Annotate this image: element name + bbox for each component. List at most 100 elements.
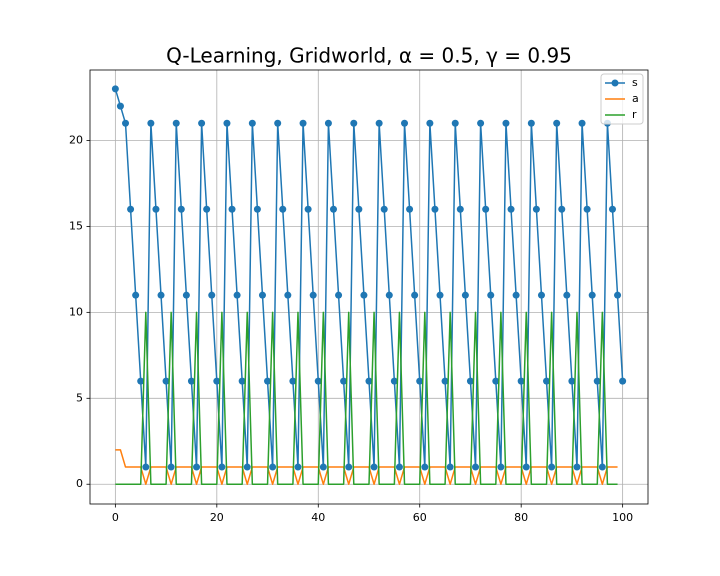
- data-point: [111, 85, 119, 93]
- data-point: [284, 291, 292, 299]
- data-point: [304, 205, 312, 213]
- data-point: [466, 377, 474, 385]
- data-point: [395, 463, 403, 471]
- data-point: [558, 205, 566, 213]
- data-point: [548, 463, 556, 471]
- data-point: [578, 119, 586, 127]
- data-point: [416, 377, 424, 385]
- data-point: [568, 377, 576, 385]
- data-point: [573, 463, 581, 471]
- data-point: [238, 377, 246, 385]
- y-tick-label: 5: [76, 391, 83, 404]
- data-point: [319, 463, 327, 471]
- data-point: [411, 291, 419, 299]
- data-point: [370, 463, 378, 471]
- y-tick-label: 20: [69, 133, 83, 146]
- data-point: [243, 463, 251, 471]
- data-point: [390, 377, 398, 385]
- data-point: [233, 291, 241, 299]
- y-tick-label: 10: [69, 305, 83, 318]
- data-point: [218, 463, 226, 471]
- data-point: [421, 463, 429, 471]
- data-point: [461, 291, 469, 299]
- data-point: [258, 291, 266, 299]
- data-point: [375, 119, 383, 127]
- data-point: [127, 205, 135, 213]
- series-line: [115, 311, 618, 485]
- data-point: [619, 377, 627, 385]
- x-tick-label: 60: [413, 511, 427, 524]
- data-point: [532, 205, 540, 213]
- data-point: [522, 463, 530, 471]
- data-point: [436, 291, 444, 299]
- data-point: [193, 463, 201, 471]
- legend-label: a: [632, 92, 639, 105]
- data-point: [309, 291, 317, 299]
- data-point: [248, 119, 256, 127]
- data-point: [187, 377, 195, 385]
- data-point: [527, 119, 535, 127]
- data-point: [172, 119, 180, 127]
- data-point: [264, 377, 272, 385]
- data-point: [314, 377, 322, 385]
- data-point: [223, 119, 231, 127]
- data-point: [279, 205, 287, 213]
- data-point: [294, 463, 302, 471]
- data-point: [512, 291, 520, 299]
- data-point: [492, 377, 500, 385]
- data-point: [269, 463, 277, 471]
- data-point: [608, 205, 616, 213]
- data-point: [329, 205, 337, 213]
- data-point: [152, 205, 160, 213]
- data-point: [553, 119, 561, 127]
- data-point: [289, 377, 297, 385]
- data-point: [137, 377, 145, 385]
- legend-label: r: [632, 108, 637, 121]
- data-point: [203, 205, 211, 213]
- data-point: [426, 119, 434, 127]
- data-point: [182, 291, 190, 299]
- data-point: [324, 119, 332, 127]
- data-point: [472, 463, 480, 471]
- data-point: [122, 119, 130, 127]
- data-point: [543, 377, 551, 385]
- data-point: [507, 205, 515, 213]
- data-point: [157, 291, 165, 299]
- data-point: [441, 377, 449, 385]
- data-point: [142, 463, 150, 471]
- data-point: [213, 377, 221, 385]
- series-line: [115, 449, 618, 485]
- x-tick-label: 40: [311, 511, 325, 524]
- data-point: [482, 205, 490, 213]
- data-point: [614, 291, 622, 299]
- legend-marker: [611, 79, 619, 87]
- data-point: [385, 291, 393, 299]
- data-point: [563, 291, 571, 299]
- data-point: [365, 377, 373, 385]
- data-point: [487, 291, 495, 299]
- data-point: [451, 119, 459, 127]
- data-point: [456, 205, 464, 213]
- data-point: [350, 119, 358, 127]
- x-tick-label: 100: [612, 511, 633, 524]
- x-tick-label: 20: [210, 511, 224, 524]
- data-point: [167, 463, 175, 471]
- data-point: [340, 377, 348, 385]
- axes-frame: [89, 69, 649, 505]
- data-point: [598, 463, 606, 471]
- data-point: [583, 205, 591, 213]
- data-point: [177, 205, 185, 213]
- data-point: [517, 377, 525, 385]
- data-point: [593, 377, 601, 385]
- data-point: [299, 119, 307, 127]
- data-point: [162, 377, 170, 385]
- chart-title: Q-Learning, Gridworld, α = 0.5, γ = 0.95: [166, 44, 572, 68]
- data-point: [208, 291, 216, 299]
- data-point: [132, 291, 140, 299]
- data-point: [355, 205, 363, 213]
- data-point: [588, 291, 596, 299]
- data-point: [116, 102, 124, 110]
- data-point: [431, 205, 439, 213]
